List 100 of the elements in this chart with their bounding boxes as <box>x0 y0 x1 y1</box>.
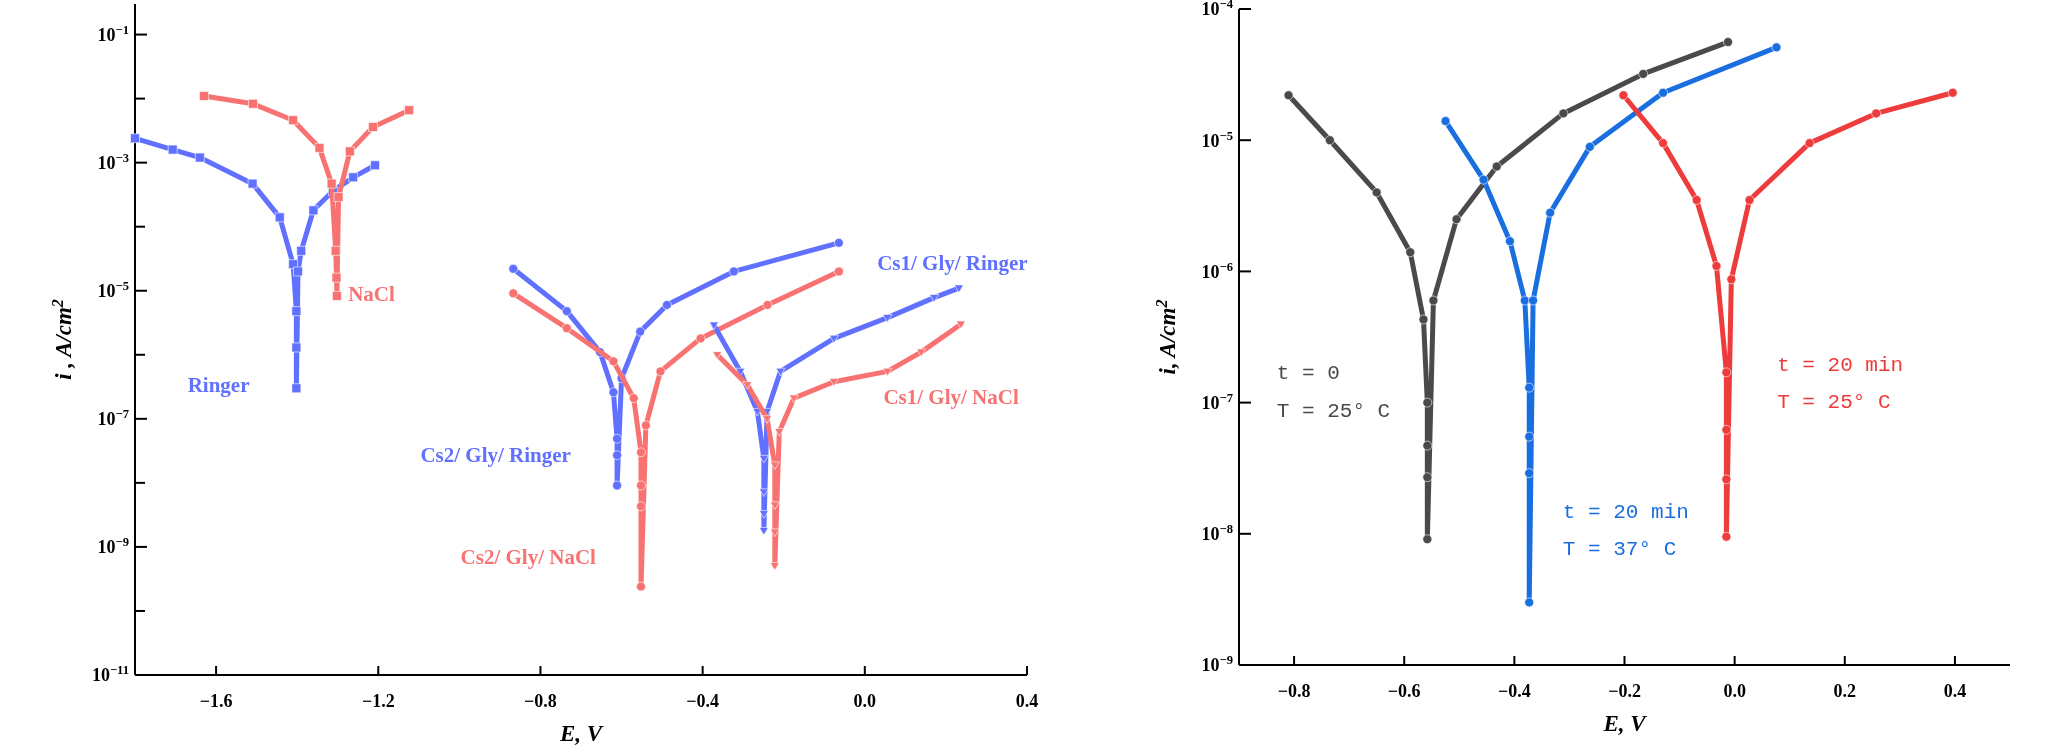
point <box>1524 382 1535 393</box>
point <box>288 115 298 125</box>
point <box>314 143 325 153</box>
point <box>641 420 651 431</box>
point <box>1524 597 1535 608</box>
point <box>770 461 780 470</box>
point <box>333 192 344 202</box>
point <box>929 294 939 303</box>
text: Cs2/ Gly/ NaCl <box>460 545 597 570</box>
y-tick-label: 10$^{−9}$ <box>97 535 129 558</box>
point <box>608 356 619 367</box>
point <box>635 326 645 337</box>
series-label: Cs1/ Gly/ NaCl <box>883 384 1019 409</box>
point <box>712 351 723 360</box>
point <box>404 105 414 115</box>
point <box>1524 468 1535 478</box>
point <box>829 334 839 344</box>
series-label: Cs2/ Gly/ Ringer <box>420 442 571 467</box>
x-tick-label: −0.2 <box>1608 681 1641 701</box>
point <box>348 172 358 183</box>
text: t = 20 min T = 25° C <box>1777 353 1904 415</box>
y-tick-label: 10$^{−7}$ <box>1201 390 1233 413</box>
text: Ringer <box>187 372 250 397</box>
point <box>662 300 672 310</box>
point <box>1478 174 1489 185</box>
point <box>1658 87 1668 98</box>
point <box>1744 195 1755 205</box>
point <box>308 205 319 216</box>
point <box>1585 142 1595 152</box>
point <box>1721 531 1732 542</box>
point <box>789 394 799 403</box>
point <box>1283 90 1294 101</box>
point <box>636 581 646 592</box>
point <box>1451 214 1462 224</box>
y-tick-label: 10$^{−5}$ <box>97 279 129 302</box>
point <box>291 383 302 394</box>
y-tick-label: 10$^{−4}$ <box>1201 0 1234 20</box>
point <box>628 393 639 403</box>
point <box>695 333 706 344</box>
point <box>1558 108 1569 119</box>
y-tick-label: 10$^{−3}$ <box>97 150 129 173</box>
point <box>829 378 839 387</box>
point <box>1422 534 1433 544</box>
point <box>1520 295 1530 306</box>
point <box>1721 425 1732 435</box>
y-tick-label: 10$^{−5}$ <box>1201 128 1233 151</box>
point <box>759 510 769 519</box>
point <box>1726 274 1737 285</box>
point <box>199 91 209 101</box>
point <box>1371 187 1382 198</box>
point <box>1405 247 1416 258</box>
point <box>296 246 307 256</box>
point <box>332 291 342 301</box>
point <box>954 284 964 293</box>
y-tick-label: 10$^{−11}$ <box>91 663 129 686</box>
point <box>1491 161 1502 172</box>
x-tick-label: 0.2 <box>1833 681 1857 701</box>
point <box>345 146 355 157</box>
point <box>508 264 519 274</box>
point <box>1804 138 1815 148</box>
y-tick-label: 10$^{−6}$ <box>1201 259 1233 282</box>
x-tick-label: −0.4 <box>1497 681 1531 701</box>
point <box>916 348 926 357</box>
point <box>1418 314 1429 325</box>
point <box>167 144 178 155</box>
x-tick-label: 0.4 <box>1015 691 1039 711</box>
point <box>834 266 844 277</box>
x-axis-title: E, V <box>558 721 604 746</box>
point <box>293 266 303 277</box>
point <box>759 527 769 536</box>
point <box>562 306 572 316</box>
point <box>1505 236 1515 246</box>
series-label: t = 0 T = 25° C <box>1276 362 1391 423</box>
point <box>775 367 786 377</box>
point <box>1422 472 1433 482</box>
series-label: t = 20 min T = 37° C <box>1562 500 1689 562</box>
point <box>834 238 844 248</box>
point <box>762 300 773 310</box>
point <box>709 321 719 330</box>
point <box>1422 397 1433 408</box>
point <box>1658 138 1668 148</box>
point <box>729 266 739 277</box>
point <box>1723 37 1733 47</box>
x-tick-label: 0.0 <box>853 691 877 711</box>
point <box>882 367 893 377</box>
point <box>1691 195 1702 205</box>
point <box>1325 135 1335 145</box>
point <box>770 528 780 537</box>
point <box>1947 87 1958 98</box>
y-tick-label: 10$^{−1}$ <box>97 22 129 45</box>
y-tick-label: 10$^{−7}$ <box>97 407 129 430</box>
point <box>370 160 380 171</box>
point <box>1721 474 1732 485</box>
point <box>330 246 341 256</box>
point <box>882 314 893 323</box>
point <box>1871 108 1881 119</box>
point <box>291 306 302 316</box>
x-tick-label: −1.6 <box>199 691 233 711</box>
point <box>195 152 205 163</box>
point <box>1638 69 1649 79</box>
